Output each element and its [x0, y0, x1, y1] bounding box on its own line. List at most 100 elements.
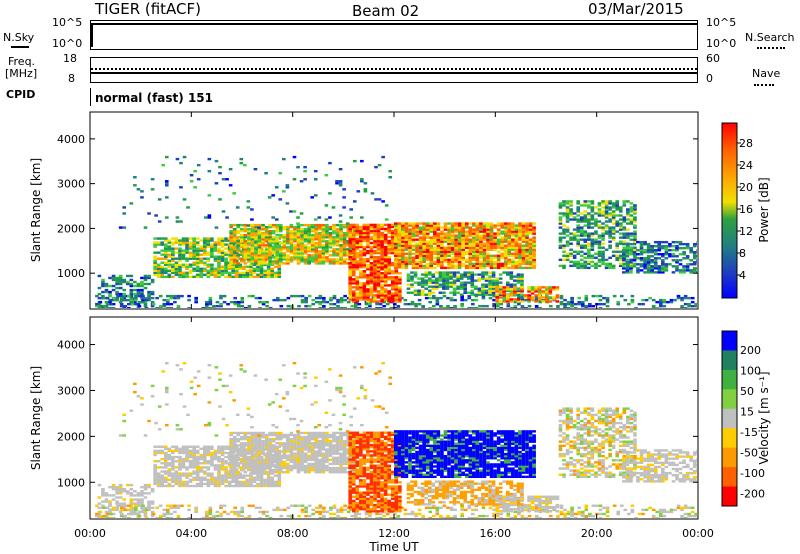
power-cell — [482, 260, 487, 264]
power-cell — [355, 266, 360, 269]
power-cell — [671, 259, 676, 262]
power-cell — [351, 270, 356, 273]
power-cell — [303, 246, 308, 249]
velocity-cell — [153, 470, 157, 473]
power-cell — [351, 243, 356, 247]
power-cell — [250, 218, 254, 221]
velocity-cell — [332, 512, 337, 516]
power-cell — [558, 264, 563, 268]
power-cell — [238, 275, 243, 279]
power-cell — [418, 248, 423, 251]
power-cell — [622, 200, 627, 203]
power-cell — [318, 300, 323, 304]
power-cell — [387, 261, 392, 265]
power-cell — [521, 262, 526, 266]
velocity-cell — [122, 490, 127, 493]
velocity-cell — [171, 445, 175, 448]
power-cell — [401, 228, 405, 231]
power-cell — [245, 265, 250, 268]
power-cell — [163, 239, 168, 242]
power-cell — [232, 236, 237, 239]
cpid-label: CPID — [6, 88, 36, 101]
power-cell — [373, 298, 377, 301]
power-cell — [528, 252, 533, 255]
power-cell — [493, 226, 497, 229]
velocity-cell — [329, 512, 333, 516]
power-cell — [275, 242, 280, 245]
power-cell — [541, 298, 546, 302]
power-cell — [425, 264, 430, 268]
power-cell — [359, 237, 363, 241]
power-cell — [208, 306, 213, 308]
power-cell — [271, 252, 276, 255]
power-cell — [310, 250, 315, 253]
power-cell — [397, 254, 402, 258]
power-cell — [597, 252, 602, 255]
power-cell — [289, 229, 294, 233]
power-cell — [174, 261, 179, 264]
power-cell — [196, 163, 201, 167]
velocity-cell — [208, 516, 213, 518]
power-cell — [348, 298, 352, 301]
velocity-cell — [559, 504, 564, 507]
power-cell — [277, 275, 282, 279]
velocity-cell — [123, 508, 128, 512]
power-cell — [256, 267, 260, 270]
power-cell — [282, 157, 286, 161]
power-cell — [475, 240, 480, 243]
velocity-cell — [115, 490, 119, 493]
power-cell — [653, 259, 658, 262]
power-cell — [239, 161, 244, 165]
velocity-cell — [322, 506, 326, 510]
power-cell — [486, 232, 490, 235]
velocity-cell — [687, 512, 691, 516]
velocity-cell — [651, 508, 656, 512]
power-cell — [468, 250, 473, 253]
power-cell — [247, 240, 251, 243]
power-cell — [160, 253, 165, 256]
power-cell — [348, 274, 352, 277]
power-cell — [443, 234, 448, 237]
power-cell — [346, 229, 350, 233]
power-cell — [268, 306, 273, 308]
power-cell — [411, 258, 416, 262]
power-cell — [452, 283, 457, 286]
power-cell — [576, 220, 580, 223]
power-cell — [394, 282, 399, 285]
power-cell — [289, 223, 294, 227]
power-cell — [472, 246, 476, 249]
power-cell — [307, 304, 312, 308]
power-cell — [601, 258, 605, 262]
power-cell — [425, 232, 430, 235]
power-cell — [338, 220, 343, 223]
power-cell — [286, 225, 290, 229]
power-cell — [332, 250, 336, 253]
power-cell — [238, 271, 243, 275]
power-cell — [140, 276, 144, 280]
power-cell — [303, 165, 307, 169]
power-cell — [468, 246, 473, 249]
velocity-cell — [181, 462, 186, 465]
power-cell — [364, 302, 369, 306]
velocity-cell — [233, 512, 237, 516]
power-cell — [318, 302, 323, 306]
power-cell — [398, 280, 402, 283]
power-cell — [692, 267, 697, 270]
power-cell — [351, 259, 356, 263]
power-cell — [278, 258, 283, 261]
velocity-cell — [188, 478, 193, 481]
power-cell — [427, 289, 432, 292]
power-cell — [468, 226, 473, 229]
velocity-cell — [382, 514, 386, 518]
power-cell — [696, 255, 697, 258]
power-cell — [394, 238, 398, 241]
velocity-cell — [669, 510, 674, 514]
power-cell — [479, 226, 483, 229]
power-cell — [435, 287, 439, 290]
power-cell — [565, 240, 570, 243]
power-cell — [351, 247, 356, 251]
power-cell — [671, 244, 676, 248]
power-cell — [239, 250, 244, 253]
power-cell — [293, 229, 297, 233]
power-cell — [486, 236, 490, 239]
